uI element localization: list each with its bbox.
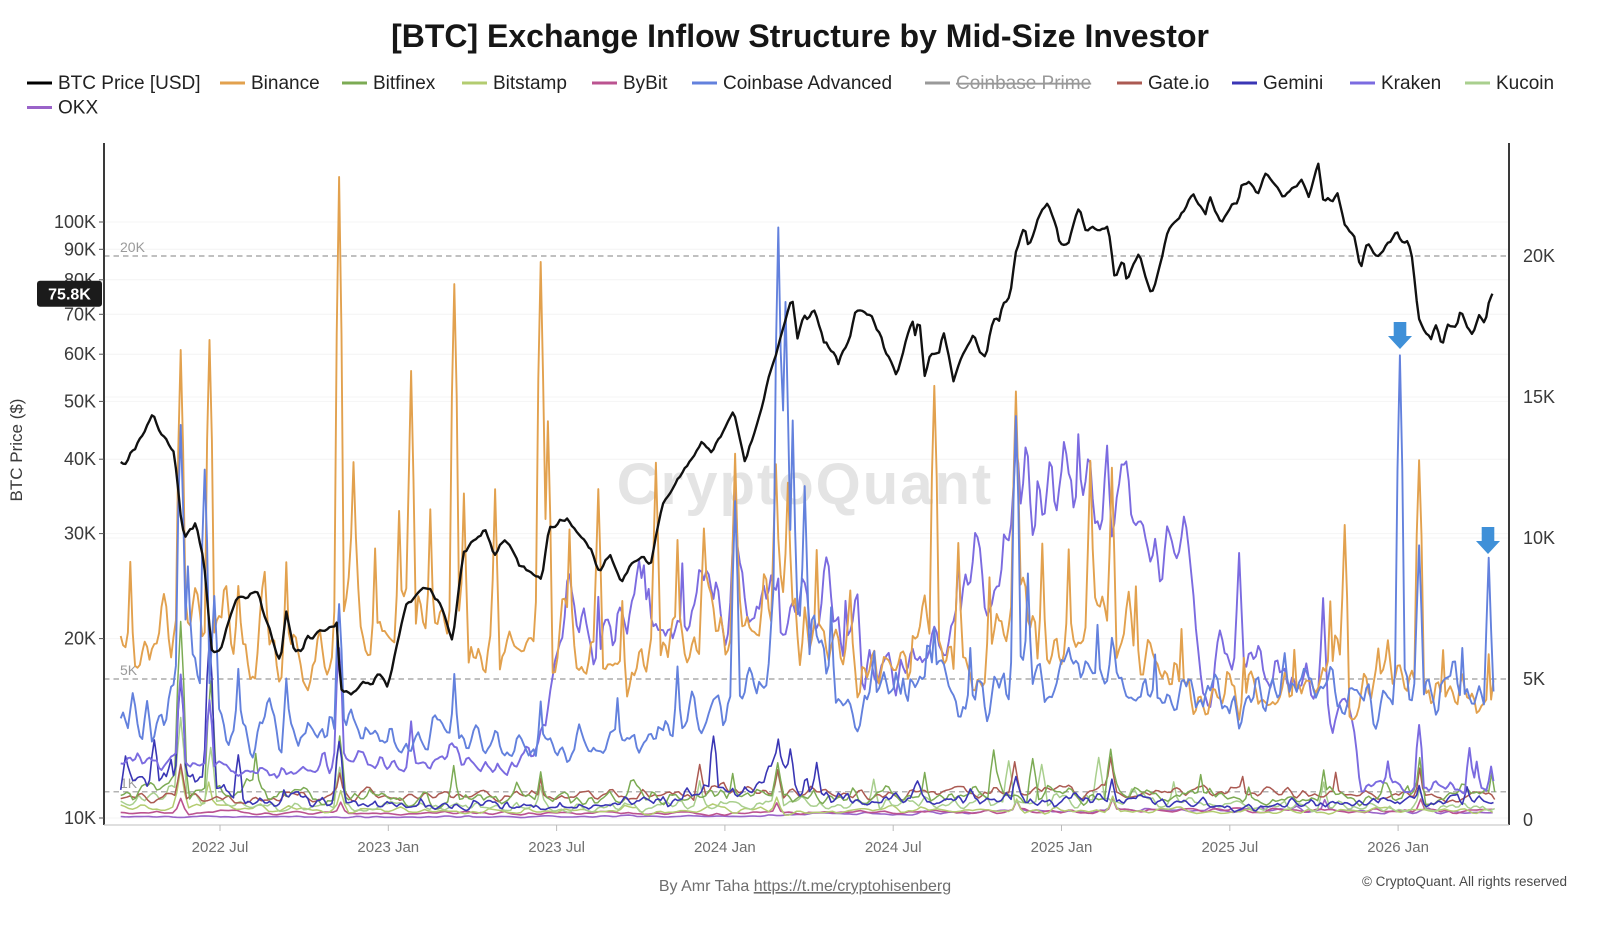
svg-text:Coinbase Advanced: Coinbase Advanced [723,73,892,94]
svg-text:90K: 90K [64,239,96,259]
svg-text:15K: 15K [1523,387,1555,407]
svg-text:Gemini: Gemini [1263,73,1323,94]
svg-text:Binance: Binance [251,73,320,94]
svg-text:Bitfinex: Bitfinex [373,73,436,94]
svg-text:5K: 5K [120,662,138,678]
svg-text:Kraken: Kraken [1381,73,1441,94]
svg-text:Coinbase Prime: Coinbase Prime [956,73,1091,94]
svg-text:ByBit: ByBit [623,73,668,94]
svg-text:70K: 70K [64,304,96,324]
svg-text:2022 Jul: 2022 Jul [192,839,249,856]
svg-text:60K: 60K [64,344,96,364]
svg-text:[BTC] Exchange Inflow Structur: [BTC] Exchange Inflow Structure by Mid-S… [391,18,1209,54]
svg-text:BTC Price ($): BTC Price ($) [7,399,26,502]
svg-text:1K: 1K [120,775,138,791]
svg-text:2025 Jan: 2025 Jan [1031,839,1093,856]
svg-text:© CryptoQuant. All rights rese: © CryptoQuant. All rights reserved [1362,874,1567,889]
svg-text:50K: 50K [64,391,96,411]
svg-text:2026 Jan: 2026 Jan [1367,839,1429,856]
svg-text:30K: 30K [64,524,96,544]
svg-text:40K: 40K [64,449,96,469]
svg-text:20K: 20K [1523,246,1555,266]
svg-text:20K: 20K [64,629,96,649]
svg-text:Gate.io: Gate.io [1148,73,1209,94]
svg-text:0: 0 [1523,810,1533,830]
svg-text:2023 Jan: 2023 Jan [357,839,419,856]
svg-text:10K: 10K [1523,528,1555,548]
svg-text:By Amr Taha https://t.me/crypt: By Amr Taha https://t.me/cryptohisenberg [659,878,951,895]
svg-text:Bitstamp: Bitstamp [493,73,567,94]
svg-text:5K: 5K [1523,669,1545,689]
svg-text:OKX: OKX [58,98,98,119]
svg-text:Kucoin: Kucoin [1496,73,1554,94]
svg-text:2024 Jul: 2024 Jul [865,839,922,856]
svg-text:2023 Jul: 2023 Jul [528,839,585,856]
svg-text:2024 Jan: 2024 Jan [694,839,756,856]
svg-text:2025 Jul: 2025 Jul [1201,839,1258,856]
svg-text:75.8K: 75.8K [48,287,91,304]
svg-text:BTC Price [USD]: BTC Price [USD] [58,73,201,94]
svg-text:10K: 10K [64,808,96,828]
svg-text:100K: 100K [54,212,96,232]
svg-text:20K: 20K [120,239,146,255]
